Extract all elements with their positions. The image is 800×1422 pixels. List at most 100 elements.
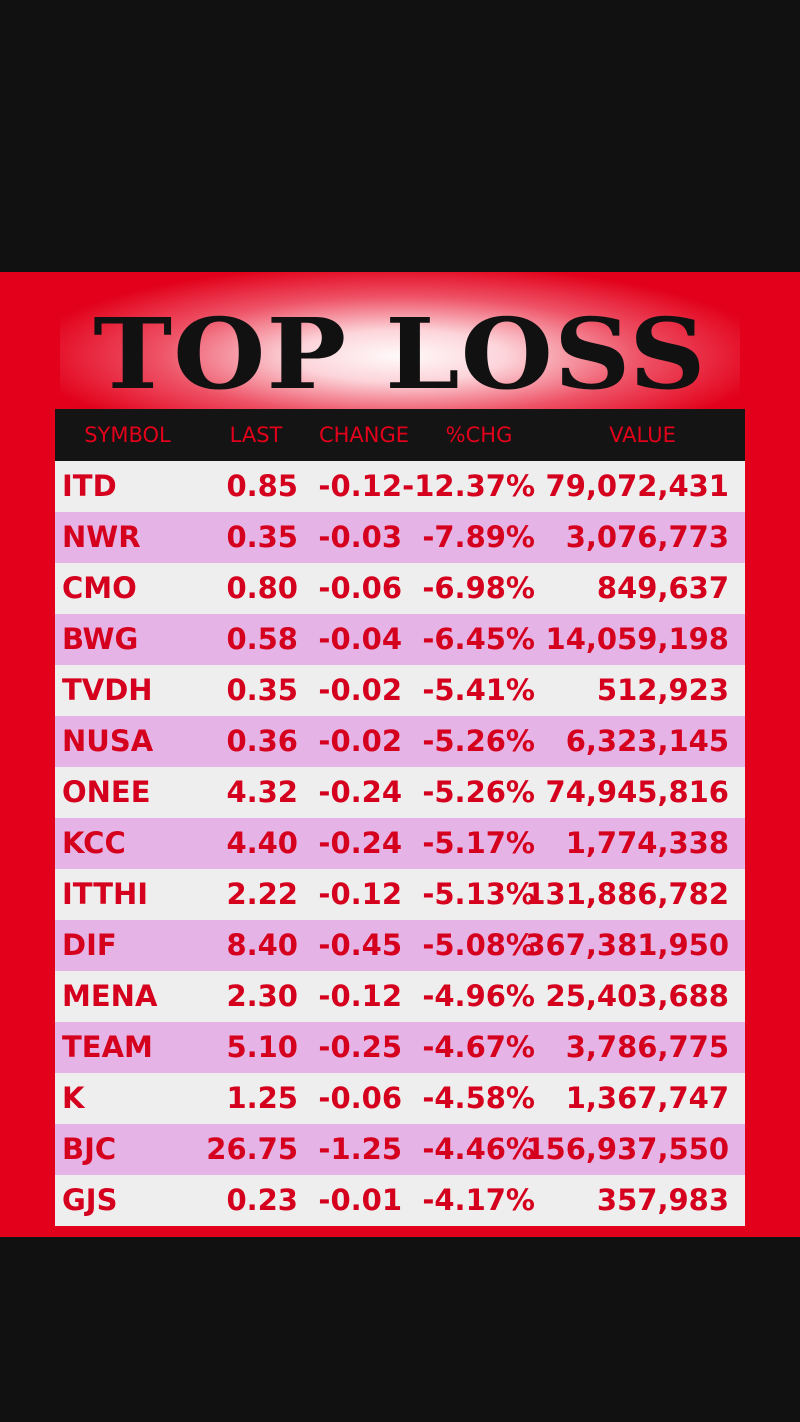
table-row: ONEE 4.32 -0.24 -5.26% 74,945,816 (55, 767, 745, 818)
cell-symbol: CMO (62, 571, 137, 605)
cell-change: -0.12 (318, 469, 402, 503)
table-row: ITD 0.85 -0.12 -12.37% 79,072,431 (55, 461, 745, 512)
cell-pct-change: -4.46% (422, 1132, 535, 1166)
header-last: LAST (229, 423, 283, 447)
title-glow (60, 272, 740, 412)
cell-symbol: MENA (62, 979, 158, 1013)
cell-last: 0.35 (226, 520, 298, 554)
cell-last: 0.80 (226, 571, 298, 605)
cell-pct-change: -5.41% (422, 673, 535, 707)
cell-pct-change: -6.45% (422, 622, 535, 656)
table-row: TVDH 0.35 -0.02 -5.41% 512,923 (55, 665, 745, 716)
table-row: GJS 0.23 -0.01 -4.17% 357,983 (55, 1175, 745, 1226)
cell-change: -0.04 (318, 622, 402, 656)
cell-value: 3,786,775 (565, 1030, 729, 1064)
table-row: NWR 0.35 -0.03 -7.89% 3,076,773 (55, 512, 745, 563)
top-loss-table: SYMBOL LAST CHANGE %CHG VALUE ITD 0.85 -0.… (55, 409, 745, 1226)
cell-symbol: NUSA (62, 724, 154, 758)
cell-pct-change: -4.58% (422, 1081, 535, 1115)
cell-value: 25,403,688 (545, 979, 729, 1013)
cell-change: -0.12 (318, 979, 402, 1013)
cell-pct-change: -4.67% (422, 1030, 535, 1064)
cell-pct-change: -5.13% (422, 877, 535, 911)
cell-value: 6,323,145 (565, 724, 729, 758)
table-body: ITD 0.85 -0.12 -12.37% 79,072,431 NWR 0.35 -0.0… (55, 461, 745, 1226)
cell-pct-change: -12.37% (402, 469, 535, 503)
cell-last: 0.35 (226, 673, 298, 707)
table-row: CMO 0.80 -0.06 -6.98% 849,637 (55, 563, 745, 614)
cell-last: 2.30 (226, 979, 298, 1013)
cell-last: 4.40 (226, 826, 298, 860)
cell-last: 2.22 (226, 877, 298, 911)
cell-pct-change: -5.17% (422, 826, 535, 860)
cell-change: -0.12 (318, 877, 402, 911)
table-row: KCC 4.40 -0.24 -5.17% 1,774,338 (55, 818, 745, 869)
cell-symbol: DIF (62, 928, 117, 962)
cell-last: 5.10 (226, 1030, 298, 1064)
cell-value: 512,923 (596, 673, 729, 707)
cell-value: 14,059,198 (545, 622, 729, 656)
cell-last: 4.32 (226, 775, 298, 809)
cell-symbol: BJC (62, 1132, 117, 1166)
cell-value: 357,983 (596, 1183, 729, 1217)
cell-change: -0.02 (318, 673, 402, 707)
cell-pct-change: -5.26% (422, 724, 535, 758)
cell-value: 367,381,950 (525, 928, 729, 962)
cell-pct-change: -4.96% (422, 979, 535, 1013)
cell-symbol: K (62, 1081, 85, 1115)
cell-value: 156,937,550 (525, 1132, 729, 1166)
cell-symbol: ONEE (62, 775, 151, 809)
cell-symbol: ITD (62, 469, 117, 503)
cell-last: 0.23 (226, 1183, 298, 1217)
cell-change: -0.06 (318, 571, 402, 605)
table-row: TEAM 5.10 -0.25 -4.67% 3,786,775 (55, 1022, 745, 1073)
cell-change: -0.24 (318, 775, 402, 809)
cell-last: 8.40 (226, 928, 298, 962)
cell-pct-change: -5.08% (422, 928, 535, 962)
cell-value: 1,367,747 (565, 1081, 729, 1115)
cell-pct-change: -5.26% (422, 775, 535, 809)
cell-last: 1.25 (226, 1081, 298, 1115)
cell-change: -0.01 (318, 1183, 402, 1217)
cell-last: 0.85 (226, 469, 298, 503)
cell-symbol: ITTHI (62, 877, 149, 911)
header-symbol: SYMBOL (84, 423, 171, 447)
cell-value: 74,945,816 (545, 775, 729, 809)
header-value: VALUE (609, 423, 676, 447)
top-loss-panel: TOP LOSS SYMBOL LAST CHANGE %CHG VALUE I… (0, 272, 800, 1237)
table-row: ITTHI 2.22 -0.12 -5.13% 131,886,782 (55, 869, 745, 920)
page-title: TOP LOSS (93, 296, 707, 412)
cell-change: -0.24 (318, 826, 402, 860)
cell-last: 26.75 (206, 1132, 298, 1166)
cell-symbol: NWR (62, 520, 141, 554)
cell-value: 79,072,431 (545, 469, 729, 503)
cell-change: -0.25 (318, 1030, 402, 1064)
cell-value: 1,774,338 (565, 826, 729, 860)
table-row: K 1.25 -0.06 -4.58% 1,367,747 (55, 1073, 745, 1124)
table-row: MENA 2.30 -0.12 -4.96% 25,403,688 (55, 971, 745, 1022)
table-header: SYMBOL LAST CHANGE %CHG VALUE (55, 409, 745, 461)
table-row: DIF 8.40 -0.45 -5.08% 367,381,950 (55, 920, 745, 971)
cell-change: -1.25 (318, 1132, 402, 1166)
cell-symbol: TVDH (62, 673, 153, 707)
table-row: BWG 0.58 -0.04 -6.45% 14,059,198 (55, 614, 745, 665)
cell-last: 0.36 (226, 724, 298, 758)
cell-symbol: TEAM (62, 1030, 153, 1064)
cell-pct-change: -4.17% (422, 1183, 535, 1217)
cell-symbol: BWG (62, 622, 139, 656)
cell-value: 131,886,782 (525, 877, 729, 911)
cell-pct-change: -6.98% (422, 571, 535, 605)
cell-value: 849,637 (596, 571, 729, 605)
table-row: NUSA 0.36 -0.02 -5.26% 6,323,145 (55, 716, 745, 767)
cell-change: -0.45 (318, 928, 402, 962)
cell-last: 0.58 (226, 622, 298, 656)
cell-symbol: GJS (62, 1183, 118, 1217)
table-row: BJC 26.75 -1.25 -4.46% 156,937,550 (55, 1124, 745, 1175)
cell-value: 3,076,773 (565, 520, 729, 554)
header-change: CHANGE (318, 423, 410, 447)
cell-symbol: KCC (62, 826, 126, 860)
cell-change: -0.06 (318, 1081, 402, 1115)
cell-change: -0.02 (318, 724, 402, 758)
cell-pct-change: -7.89% (422, 520, 535, 554)
